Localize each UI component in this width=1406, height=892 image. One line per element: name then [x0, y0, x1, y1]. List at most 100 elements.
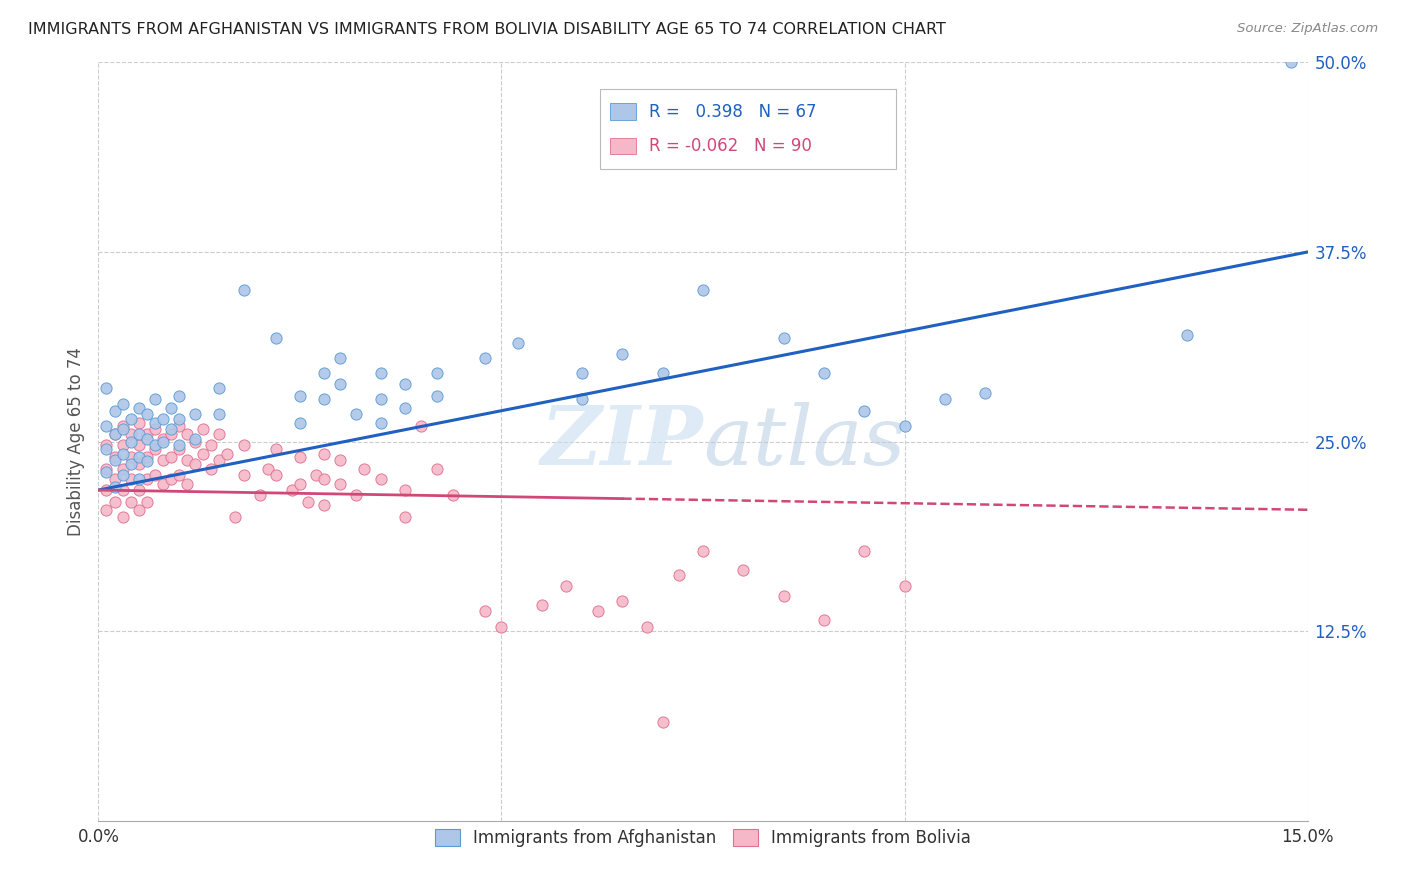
- Point: [474, 351, 496, 366]
- Point: [586, 604, 609, 618]
- Point: [264, 467, 287, 482]
- Point: [135, 495, 157, 509]
- Point: [426, 462, 449, 476]
- Point: [128, 427, 150, 442]
- Point: [208, 407, 231, 421]
- Point: [128, 483, 150, 497]
- Point: [733, 564, 755, 578]
- Point: [128, 401, 150, 416]
- Point: [200, 437, 222, 451]
- Point: [329, 351, 352, 366]
- Point: [208, 427, 231, 442]
- Y-axis label: Disability Age 65 to 74: Disability Age 65 to 74: [66, 347, 84, 536]
- Point: [96, 442, 118, 457]
- Point: [232, 283, 254, 297]
- Point: [314, 366, 336, 380]
- Point: [934, 392, 956, 406]
- Point: [692, 543, 714, 558]
- Point: [441, 487, 464, 501]
- Point: [160, 450, 183, 464]
- Point: [288, 477, 311, 491]
- Point: [143, 422, 166, 436]
- Point: [103, 473, 125, 487]
- Point: [555, 579, 578, 593]
- Point: [491, 619, 513, 633]
- Point: [314, 447, 336, 461]
- Point: [193, 422, 215, 436]
- Point: [668, 568, 690, 582]
- Point: [120, 427, 142, 442]
- Point: [256, 462, 278, 476]
- Point: [1281, 55, 1303, 70]
- Point: [120, 412, 142, 426]
- Point: [249, 487, 271, 501]
- Point: [314, 498, 336, 512]
- Point: [152, 412, 174, 426]
- Point: [329, 452, 352, 467]
- Point: [394, 510, 416, 524]
- Point: [111, 422, 134, 436]
- Point: [135, 473, 157, 487]
- Point: [281, 483, 304, 497]
- Point: [143, 417, 166, 431]
- Legend: Immigrants from Afghanistan, Immigrants from Bolivia: Immigrants from Afghanistan, Immigrants …: [427, 822, 979, 854]
- Point: [152, 452, 174, 467]
- Point: [167, 467, 190, 482]
- Point: [651, 366, 673, 380]
- Point: [426, 389, 449, 403]
- Point: [974, 386, 997, 401]
- Point: [111, 510, 134, 524]
- Point: [120, 473, 142, 487]
- Point: [217, 447, 239, 461]
- Point: [370, 392, 392, 406]
- Point: [353, 462, 375, 476]
- Point: [176, 477, 198, 491]
- Point: [120, 495, 142, 509]
- Point: [167, 419, 190, 434]
- Point: [224, 510, 246, 524]
- Text: Source: ZipAtlas.com: Source: ZipAtlas.com: [1237, 22, 1378, 36]
- Point: [184, 432, 207, 446]
- Point: [264, 442, 287, 457]
- Text: R = -0.062   N = 90: R = -0.062 N = 90: [648, 136, 811, 155]
- Point: [772, 589, 794, 603]
- Point: [143, 437, 166, 451]
- Point: [409, 419, 432, 434]
- Point: [394, 483, 416, 497]
- Point: [692, 283, 714, 297]
- Point: [394, 376, 416, 391]
- Text: IMMIGRANTS FROM AFGHANISTAN VS IMMIGRANTS FROM BOLIVIA DISABILITY AGE 65 TO 74 C: IMMIGRANTS FROM AFGHANISTAN VS IMMIGRANT…: [28, 22, 946, 37]
- Point: [370, 473, 392, 487]
- Point: [176, 427, 198, 442]
- Point: [96, 419, 118, 434]
- Point: [96, 465, 118, 479]
- Point: [128, 450, 150, 464]
- Point: [297, 495, 319, 509]
- Point: [103, 404, 125, 418]
- Point: [772, 331, 794, 345]
- Point: [813, 366, 835, 380]
- Point: [344, 487, 367, 501]
- Point: [288, 417, 311, 431]
- Point: [184, 407, 207, 421]
- Point: [96, 382, 118, 396]
- Point: [200, 462, 222, 476]
- Point: [329, 477, 352, 491]
- Point: [143, 392, 166, 406]
- Point: [184, 458, 207, 472]
- Point: [636, 619, 658, 633]
- Point: [96, 503, 118, 517]
- Point: [394, 401, 416, 416]
- Point: [96, 437, 118, 451]
- Point: [612, 594, 634, 608]
- Point: [288, 450, 311, 464]
- Point: [143, 467, 166, 482]
- Point: [103, 452, 125, 467]
- Point: [103, 495, 125, 509]
- Point: [853, 404, 876, 418]
- Point: [103, 480, 125, 494]
- Point: [120, 434, 142, 449]
- Point: [193, 447, 215, 461]
- Point: [111, 447, 134, 461]
- Point: [288, 389, 311, 403]
